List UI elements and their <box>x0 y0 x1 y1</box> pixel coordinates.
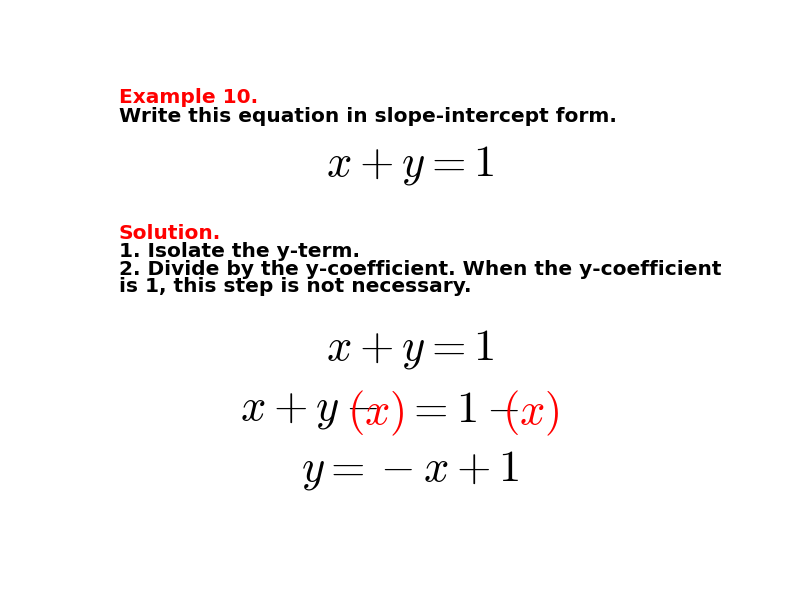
Text: $x+y=1$: $x+y=1$ <box>326 143 494 187</box>
Text: Write this equation in slope-intercept form.: Write this equation in slope-intercept f… <box>118 107 617 125</box>
Text: $=1-$: $=1-$ <box>406 388 519 431</box>
Text: $(x)$: $(x)$ <box>502 388 559 437</box>
Text: $(x)$: $(x)$ <box>346 388 404 437</box>
Text: Example 10.: Example 10. <box>118 88 258 107</box>
Text: 2. Divide by the y-coefficient. When the y-coefficient: 2. Divide by the y-coefficient. When the… <box>118 260 721 278</box>
Text: $x+y-$: $x+y-$ <box>239 388 378 431</box>
Text: $x+y=1$: $x+y=1$ <box>326 328 494 371</box>
Text: $y=-x+1$: $y=-x+1$ <box>301 449 519 491</box>
Text: 1. Isolate the y-term.: 1. Isolate the y-term. <box>118 242 360 261</box>
Text: is 1, this step is not necessary.: is 1, this step is not necessary. <box>118 277 471 296</box>
Text: Solution.: Solution. <box>118 224 221 244</box>
